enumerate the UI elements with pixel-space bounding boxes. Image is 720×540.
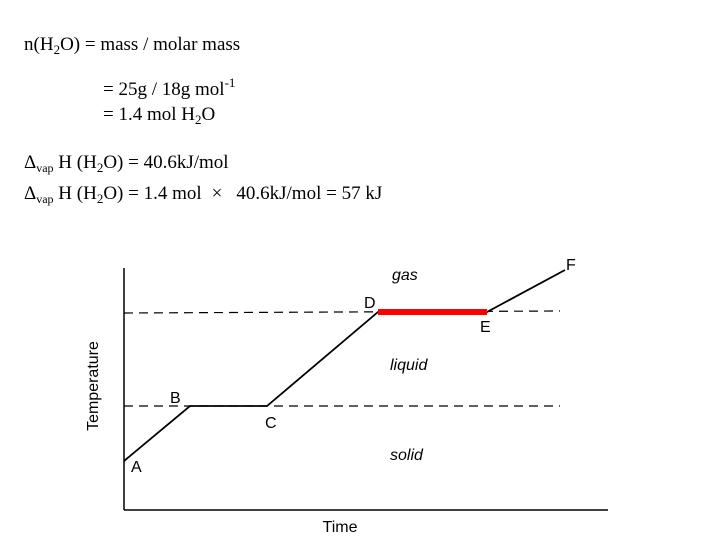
x-axis-label: Time: [323, 519, 358, 536]
region-label-liquid: liquid: [390, 357, 428, 374]
delta-sub-vap: vap: [36, 161, 54, 175]
moles-step2-text: = 1.4 mol H: [103, 104, 195, 125]
moles-step1-sup: -1: [224, 75, 236, 90]
times-symbol: ×: [211, 183, 223, 204]
boiling-point-dashed-line: [123, 310, 561, 314]
y-axis-label: Temperature: [85, 341, 102, 431]
point-label-d: D: [364, 295, 376, 312]
delta2-rest1: O) = 1.4 mol: [103, 183, 202, 204]
moles-lhs-prefix: n(H: [24, 34, 54, 55]
heating-curve: [123, 269, 566, 462]
moles-step2-sub: 2: [195, 112, 202, 127]
delta1-h2o-sub: 2: [96, 160, 104, 175]
point-label-a: A: [131, 459, 142, 476]
region-label-gas: gas: [392, 267, 418, 284]
delta1-mid: H (H: [53, 152, 97, 173]
moles-lhs-suffix: O) = mass / molar mass: [60, 34, 241, 55]
point-label-c: C: [265, 415, 277, 432]
enthalpy-equation-1: Δvap H (H2O) = 40.6kJ/mol: [24, 152, 229, 174]
delta-sub-vap: vap: [36, 192, 54, 206]
delta2-h2o-sub: 2: [96, 191, 104, 206]
moles-step2-suffix: O: [201, 104, 216, 125]
moles-step2: = 1.4 mol H2O: [103, 104, 215, 126]
delta-symbol: Δ: [24, 152, 37, 173]
moles-step1-text: = 25g / 18g mol: [103, 79, 225, 100]
delta1-rest: O) = 40.6kJ/mol: [103, 152, 229, 173]
moles-lhs-sub: 2: [53, 42, 61, 57]
delta-symbol: Δ: [24, 183, 37, 204]
point-label-f: F: [566, 257, 576, 274]
enthalpy-equation-2: Δvap H (H2O) = 1.4 mol × 40.6kJ/mol = 57 k…: [24, 183, 382, 205]
point-label-e: E: [480, 319, 491, 336]
delta2-rest2: 40.6kJ/mol = 57 kJ: [236, 183, 383, 204]
point-label-b: B: [170, 390, 181, 407]
delta2-mid: H (H: [53, 183, 97, 204]
moles-step1: = 25g / 18g mol-1: [103, 76, 235, 101]
region-label-solid: solid: [390, 447, 424, 464]
moles-equation: n(H2O) = mass / molar mass: [24, 34, 240, 56]
